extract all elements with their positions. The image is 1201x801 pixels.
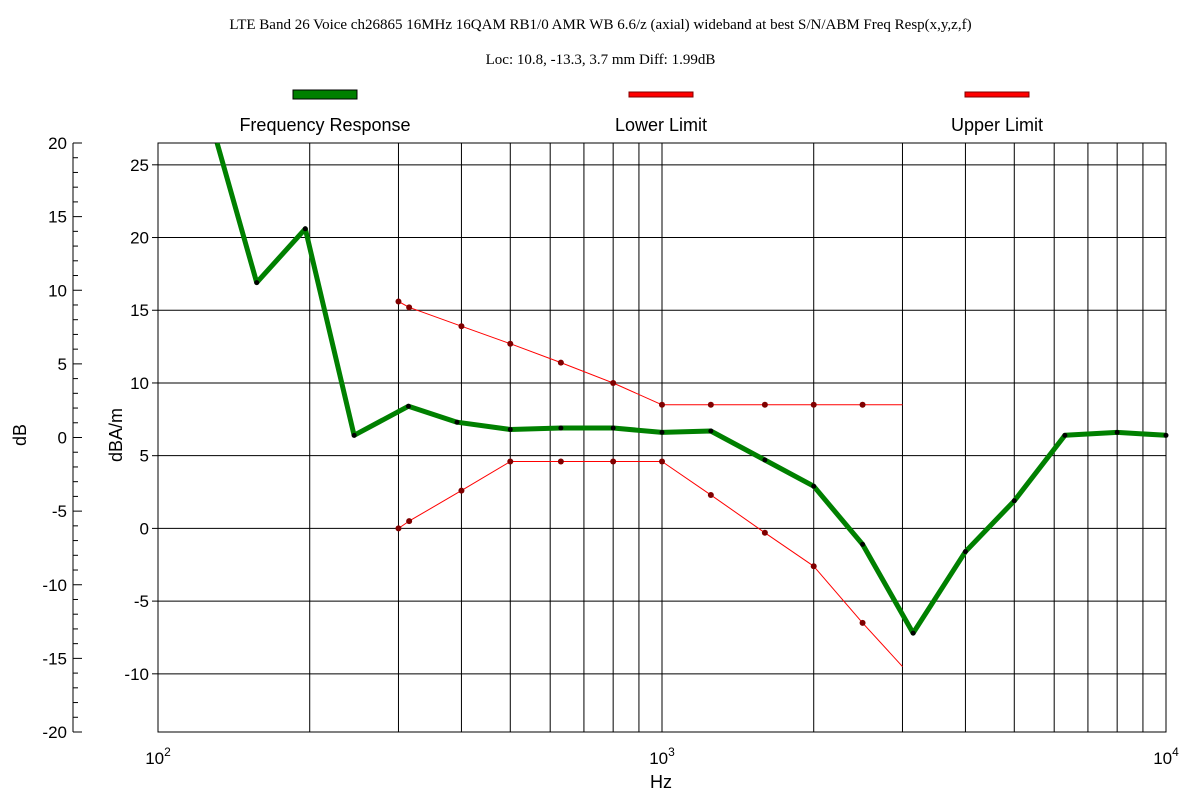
legend: Frequency Response Lower Limit Upper Limit xyxy=(239,89,1043,135)
upper-limit-point xyxy=(458,323,465,330)
inner-tick-label: 20 xyxy=(130,229,149,248)
series-group xyxy=(214,143,1169,667)
inner-tick-label: 10 xyxy=(130,374,149,393)
frequency-response-point xyxy=(302,226,308,232)
lower-limit-point xyxy=(810,563,817,570)
lower-limit-point xyxy=(395,525,402,532)
inner-tick-label: 15 xyxy=(130,301,149,320)
inner-tick-label: -5 xyxy=(134,592,149,611)
chart-grid xyxy=(158,143,1166,732)
frequency-response-point xyxy=(762,457,768,463)
frequency-response-point xyxy=(962,549,968,555)
chart-title: LTE Band 26 Voice ch26865 16MHz 16QAM RB… xyxy=(229,17,972,33)
upper-limit-line xyxy=(398,301,903,406)
legend-label-frequency-response: Frequency Response xyxy=(239,115,410,135)
x-axis-label: Hz xyxy=(650,772,672,792)
frequency-response-point xyxy=(860,541,866,547)
x-tick-label: 103 xyxy=(649,745,675,768)
frequency-response-point xyxy=(507,427,513,433)
upper-limit-point xyxy=(859,401,866,408)
lower-limit-point xyxy=(761,529,768,536)
inner-y-ticks: 25 20 15 10 5 0 -5 -10 xyxy=(124,156,158,684)
inner-tick-label: 0 xyxy=(140,519,149,538)
frequency-response-point xyxy=(1011,498,1017,504)
lower-limit-point xyxy=(707,491,714,498)
upper-limit-point xyxy=(810,401,817,408)
frequency-response-point xyxy=(811,483,817,489)
lower-limit-point xyxy=(659,458,665,465)
frequency-response-point xyxy=(659,429,665,435)
outer-tick-label: 5 xyxy=(58,355,67,374)
upper-limit-point xyxy=(395,298,402,305)
chart-subtitle: Loc: 10.8, -13.3, 3.7 mm Diff: 1.99dB xyxy=(485,52,716,68)
outer-tick-label: 0 xyxy=(58,429,67,448)
frequency-response-point xyxy=(610,425,616,431)
frequency-response-point xyxy=(254,280,260,286)
upper-limit-point xyxy=(406,304,413,311)
upper-limit-point xyxy=(707,401,714,408)
inner-tick-label: 25 xyxy=(130,156,149,175)
frequency-response-point xyxy=(454,419,460,425)
legend-label-lower-limit: Lower Limit xyxy=(615,115,707,135)
outer-y-axis-label: dB xyxy=(10,424,30,446)
frequency-response-point xyxy=(558,425,564,431)
lower-limit-point xyxy=(458,487,465,494)
inner-tick-label: -10 xyxy=(124,665,149,684)
lower-limit-point xyxy=(610,458,617,465)
upper-limit-point xyxy=(507,340,514,347)
outer-tick-label: 20 xyxy=(48,134,67,153)
x-ticks: 102 103 104 xyxy=(145,745,1179,768)
frequency-response-point xyxy=(351,432,357,438)
outer-tick-label: -10 xyxy=(42,576,67,595)
frequency-response-line xyxy=(214,143,1166,636)
x-tick-label: 104 xyxy=(1153,745,1179,768)
x-tick-label: 102 xyxy=(145,745,171,768)
outer-tick-label: -15 xyxy=(42,649,67,668)
legend-swatch-frequency-response xyxy=(292,89,358,100)
frequency-response-point xyxy=(1062,432,1068,438)
frequency-response-point xyxy=(405,403,411,409)
legend-swatch-lower-limit xyxy=(628,91,694,98)
lower-limit-point xyxy=(406,518,413,525)
outer-tick-label: -20 xyxy=(42,723,67,742)
frequency-response-point xyxy=(1114,429,1120,435)
upper-limit-point xyxy=(557,359,564,366)
frequency-response-point xyxy=(1163,432,1169,438)
lower-limit-point xyxy=(557,458,564,465)
inner-y-axis-label: dBA/m xyxy=(106,408,126,462)
lower-limit-point xyxy=(859,619,866,626)
outer-y-ticks: 20 15 10 5 0 -5 -10 -15 -20 xyxy=(42,134,82,742)
upper-limit-point xyxy=(761,401,768,408)
upper-limit-point xyxy=(659,401,665,408)
outer-tick-label: -5 xyxy=(52,502,67,521)
lower-limit-point xyxy=(507,458,514,465)
frequency-response-point xyxy=(910,630,916,636)
legend-label-upper-limit: Upper Limit xyxy=(951,115,1043,135)
upper-limit-point xyxy=(610,379,617,386)
outer-tick-label: 15 xyxy=(48,208,67,227)
inner-tick-label: 5 xyxy=(140,447,149,466)
outer-tick-label: 10 xyxy=(48,281,67,300)
legend-swatch-upper-limit xyxy=(964,91,1030,98)
lower-limit-line xyxy=(398,461,903,667)
frequency-response-point xyxy=(708,428,714,434)
